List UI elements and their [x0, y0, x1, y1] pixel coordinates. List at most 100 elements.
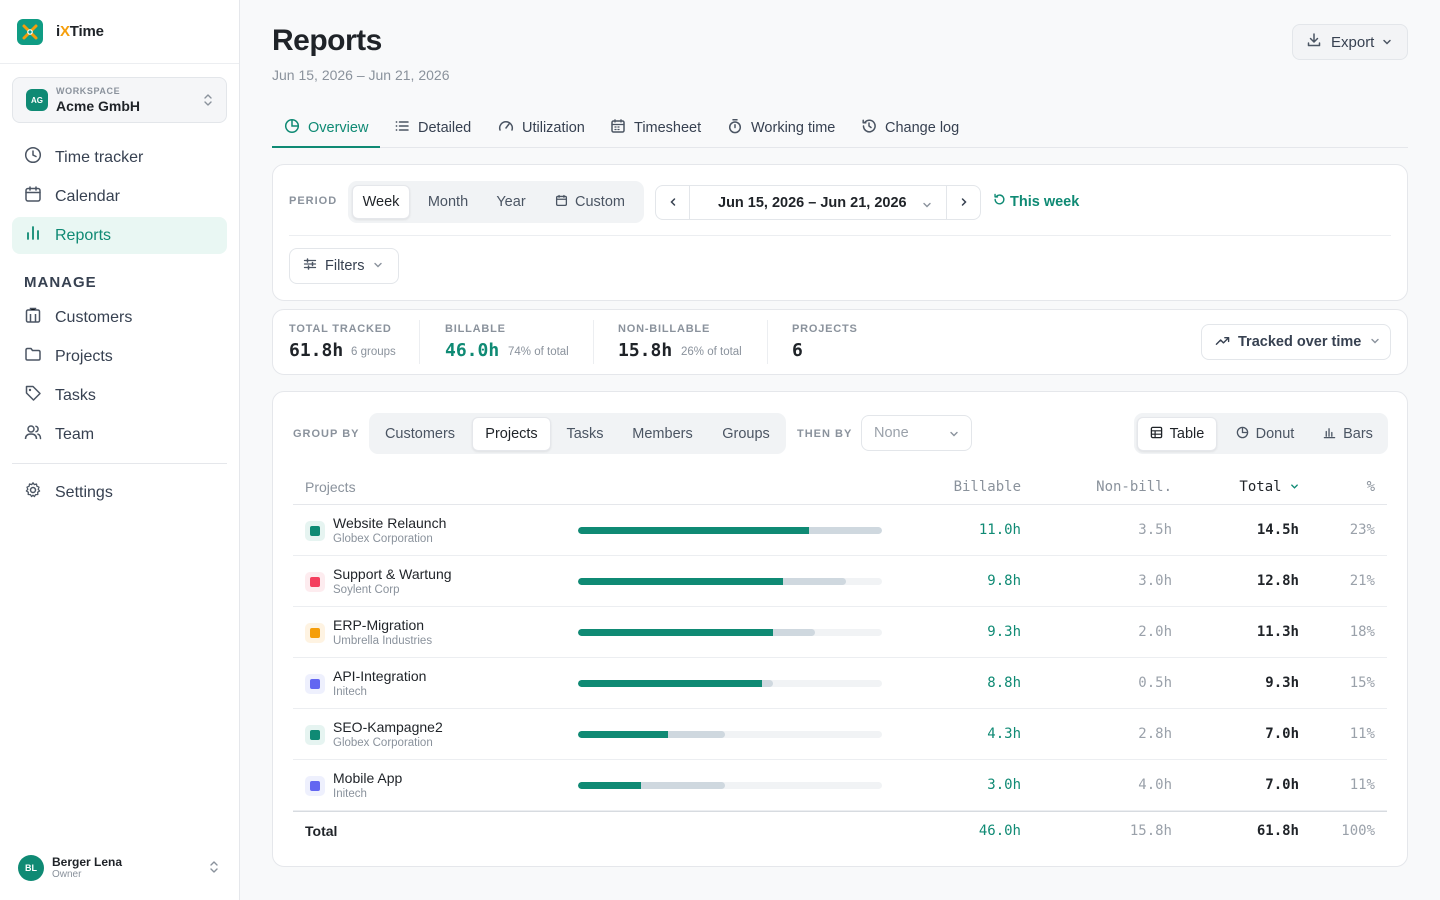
period-custom-button[interactable]: Custom	[542, 185, 638, 219]
percent-of-total: 11%	[1349, 777, 1375, 793]
view-donut-button[interactable]: Donut	[1221, 417, 1309, 451]
clock-icon	[24, 146, 42, 169]
user-menu[interactable]: BL Berger Lena Owner	[18, 852, 228, 884]
tab-overview[interactable]: Overview	[272, 108, 381, 148]
chevron-left-icon	[668, 194, 678, 212]
sidebar-item-team[interactable]: Team	[12, 416, 227, 453]
project-color-swatch	[305, 776, 325, 796]
sidebar-item-reports[interactable]: Reports	[12, 217, 227, 254]
non-billable-hours: 3.0h	[1138, 573, 1172, 589]
chevron-down-icon	[922, 197, 932, 215]
report-tabs: Overview Detailed Utilization Timesheet …	[272, 108, 1408, 148]
tab-working-time[interactable]: Working time	[727, 108, 835, 147]
page-title: Reports	[272, 24, 382, 57]
project-color-swatch	[305, 521, 325, 541]
view-donut-label: Donut	[1255, 426, 1295, 442]
table-row[interactable]: Support & Wartung Soylent Corp 9.8h 3.0h 12.…	[293, 556, 1387, 607]
stat-value: 61.8h	[289, 340, 344, 361]
billable-hours: 4.3h	[987, 726, 1021, 742]
sidebar-item-tasks[interactable]: Tasks	[12, 377, 227, 414]
column-header-total[interactable]: Total	[1239, 479, 1299, 495]
total-billable: 46.0h	[978, 823, 1021, 839]
column-header-projects[interactable]: Projects	[305, 479, 356, 495]
user-name: Berger Lena	[52, 854, 123, 869]
table-row[interactable]: Website Relaunch Globex Corporation 11.0h 3…	[293, 505, 1387, 556]
tab-label: Overview	[308, 119, 369, 136]
filters-button[interactable]: Filters	[289, 248, 399, 284]
sidebar-item-customers[interactable]: Customers	[12, 299, 227, 336]
user-role: Owner	[52, 869, 82, 881]
tab-timesheet[interactable]: Timesheet	[610, 108, 701, 147]
period-year-button[interactable]: Year	[496, 194, 526, 210]
group-projects-button[interactable]: Projects	[472, 417, 551, 451]
table-row[interactable]: Mobile App Initech 3.0h 4.0h 7.0h 11%	[293, 760, 1387, 811]
previous-period-button[interactable]	[656, 186, 690, 219]
project-color-swatch	[305, 572, 325, 592]
export-button[interactable]: Export	[1292, 24, 1408, 60]
workspace-switcher[interactable]: AG WORKSPACE Acme GmbH	[12, 77, 227, 123]
gear-icon	[24, 481, 42, 504]
project-name: Mobile App	[333, 770, 403, 786]
next-period-button[interactable]	[946, 186, 980, 219]
reset-icon	[993, 193, 1006, 210]
tab-utilization[interactable]: Utilization	[498, 108, 585, 147]
project-color-swatch	[305, 725, 325, 745]
view-table-button[interactable]: Table	[1137, 417, 1217, 451]
chevron-down-icon	[373, 258, 383, 274]
sidebar-item-label: Time tracker	[55, 148, 144, 166]
date-range-picker: Jun 15, 2026 – Jun 21, 2026	[655, 185, 981, 220]
building-icon	[24, 306, 42, 329]
period-week-button[interactable]: Week	[352, 185, 410, 219]
hours-bar-billable	[578, 680, 762, 687]
non-billable-hours: 0.5h	[1138, 675, 1172, 691]
stat-label: BILLABLE	[445, 323, 506, 335]
sidebar-item-calendar[interactable]: Calendar	[12, 178, 227, 215]
group-groups-button[interactable]: Groups	[722, 426, 770, 442]
sidebar-item-settings[interactable]: Settings	[12, 474, 227, 511]
period-label: PERIOD	[289, 195, 338, 207]
sidebar-item-time-tracker[interactable]: Time tracker	[12, 139, 227, 176]
view-bars-button[interactable]: Bars	[1312, 417, 1384, 451]
pie-icon	[1236, 426, 1249, 443]
project-color-dot	[310, 526, 320, 536]
breakdown-card: GROUP BY Customers Projects Tasks Member…	[272, 391, 1408, 867]
billable-hours: 3.0h	[987, 777, 1021, 793]
trending-up-icon	[1215, 333, 1230, 352]
divider	[289, 235, 1391, 236]
pie-icon	[284, 118, 300, 138]
table-row[interactable]: SEO-Kampagne2 Globex Corporation 4.3h 2.8h 7…	[293, 709, 1387, 760]
then-by-select[interactable]: None	[861, 415, 972, 451]
group-members-button[interactable]: Members	[632, 426, 693, 442]
project-name: Support & Wartung	[333, 566, 452, 582]
users-icon	[24, 423, 42, 446]
tab-change-log[interactable]: Change log	[861, 108, 959, 147]
hours-bar-billable	[578, 731, 668, 738]
sidebar-item-label: Reports	[55, 226, 112, 244]
sidebar-item-label: Team	[55, 425, 95, 443]
group-customers-button[interactable]: Customers	[384, 426, 456, 442]
percent-of-total: 18%	[1349, 624, 1375, 640]
divider	[419, 320, 420, 364]
date-range-value[interactable]: Jun 15, 2026 – Jun 21, 2026	[718, 195, 907, 211]
project-color-dot	[310, 730, 320, 740]
group-tasks-button[interactable]: Tasks	[566, 426, 604, 442]
filters-label: Filters	[325, 258, 365, 274]
chevron-down-icon	[1370, 334, 1380, 350]
table-row[interactable]: API-Integration Initech 8.8h 0.5h 9.3h 15%	[293, 658, 1387, 709]
view-table-label: Table	[1169, 426, 1205, 442]
column-header-percent[interactable]: %	[1366, 479, 1375, 495]
period-month-button[interactable]: Month	[427, 194, 469, 210]
this-week-button[interactable]: This week	[993, 193, 1079, 210]
tab-detailed[interactable]: Detailed	[394, 108, 471, 147]
total-hours: 14.5h	[1256, 522, 1299, 538]
brand[interactable]: iXTime	[0, 0, 239, 64]
sidebar-item-projects[interactable]: Projects	[12, 338, 227, 375]
project-client: Soylent Corp	[333, 584, 400, 596]
column-header-billable[interactable]: Billable	[953, 479, 1021, 495]
chart-view-select[interactable]: Tracked over time	[1201, 324, 1391, 360]
table-row[interactable]: ERP-Migration Umbrella Industries 9.3h 2.0h…	[293, 607, 1387, 658]
stat-value: 6	[792, 340, 803, 361]
column-header-non-billable[interactable]: Non-bill.	[1096, 479, 1172, 495]
column-header-total-label: Total	[1239, 479, 1282, 495]
stat-label: PROJECTS	[792, 323, 858, 335]
